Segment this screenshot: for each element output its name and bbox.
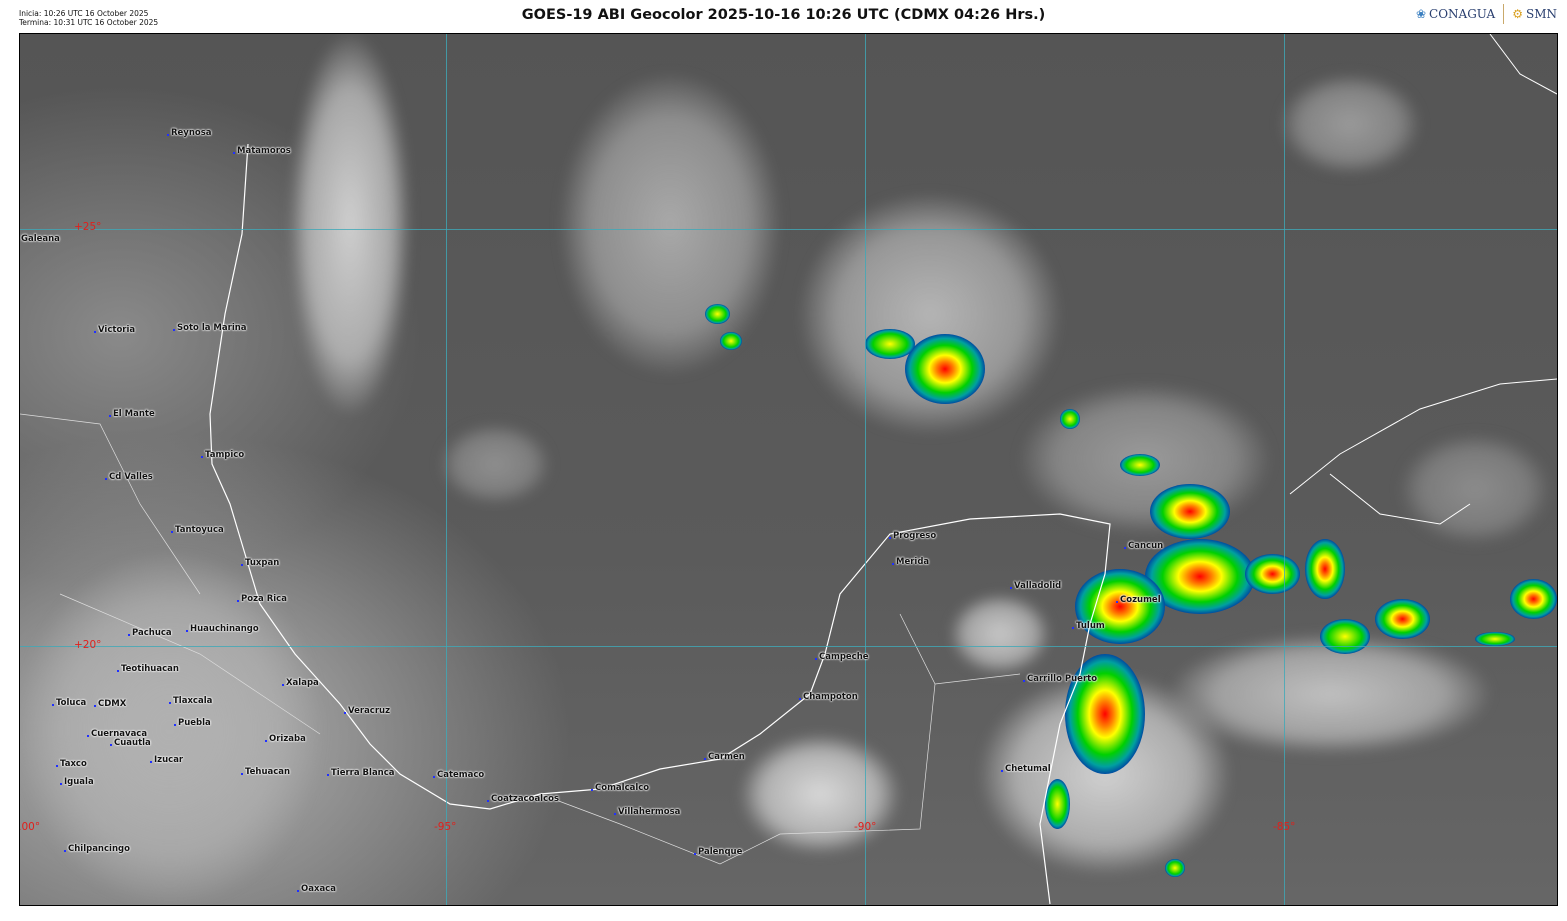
- lon-label: -95°: [434, 821, 457, 833]
- city-label: Carmen: [704, 752, 745, 762]
- city-label: Coatzacoalcos: [486, 794, 560, 804]
- lon-label: -85°: [1273, 821, 1296, 833]
- lon-label: -100°: [20, 821, 41, 833]
- convective-storm: [1165, 859, 1185, 877]
- city-label: Progreso: [888, 531, 937, 541]
- city-label: Tierra Blanca: [327, 768, 395, 778]
- city-label: Cd Valles: [105, 472, 153, 482]
- city-label: Veracruz: [343, 706, 391, 716]
- city-label: Iguala: [60, 777, 94, 787]
- city-label: Reynosa: [167, 128, 212, 138]
- city-label: Xalapa: [282, 678, 319, 688]
- cloud: [950, 594, 1050, 674]
- cloud: [1400, 434, 1550, 544]
- city-label: Comalcalco: [590, 783, 650, 793]
- satellite-map[interactable]: +25° +20° -100° -95° -90° -85° Reynosa Ma…: [19, 33, 1558, 906]
- city-label: Galeana: [21, 234, 60, 244]
- city-label: Puebla: [174, 718, 211, 728]
- city-label: Cuautla: [110, 738, 151, 748]
- convective-storm: [1150, 484, 1230, 539]
- city-label: Oaxaca: [297, 884, 336, 894]
- city-label: Toluca: [51, 698, 87, 708]
- cloud: [20, 554, 320, 904]
- city-label: CDMX: [93, 699, 127, 709]
- city-label: Cuernavaca: [86, 729, 148, 739]
- gridline-20n: [20, 646, 1557, 647]
- gridline-90w: [865, 34, 866, 905]
- page-title: GOES-19 ABI Geocolor 2025-10-16 10:26 UT…: [521, 7, 1046, 23]
- lat-label: +20°: [74, 639, 102, 651]
- city-label: Chetumal: [1001, 764, 1051, 774]
- city-label: Huauchinango: [186, 624, 259, 634]
- city-label: Orizaba: [265, 734, 306, 744]
- city-label: Cancun: [1123, 541, 1164, 551]
- logo-divider: [1503, 4, 1505, 24]
- city-label: Campeche: [815, 652, 869, 662]
- city-label: Victoria: [93, 325, 136, 335]
- cloud: [1170, 634, 1490, 754]
- city-label: Poza Rica: [237, 594, 287, 604]
- convective-storm: [705, 304, 730, 324]
- city-label: Tulum: [1072, 621, 1105, 631]
- cloud: [1280, 74, 1420, 174]
- end-time: Termina: 10:31 UTC 16 October 2025: [19, 18, 159, 27]
- convective-storm: [1305, 539, 1345, 599]
- cloud: [440, 424, 550, 504]
- city-label: Catemaco: [432, 770, 485, 780]
- city-label: Teotihuacan: [117, 664, 179, 674]
- conagua-logo: ❀ CONAGUA: [1415, 7, 1496, 21]
- scan-times: Inicia: 10:26 UTC 16 October 2025 Termin…: [19, 9, 158, 27]
- convective-storm: [1120, 454, 1160, 476]
- logos: ❀ CONAGUA ⚙ SMN: [1416, 4, 1557, 24]
- convective-storm: [1060, 409, 1080, 429]
- city-label: Pachuca: [128, 628, 172, 638]
- cloud: [290, 34, 410, 414]
- cloud: [560, 74, 780, 374]
- city-label: Soto la Marina: [173, 323, 247, 333]
- city-label: Tlaxcala: [168, 696, 213, 706]
- smn-logo: ⚙ SMN: [1512, 7, 1557, 21]
- gridline-25n: [20, 229, 1557, 230]
- city-label: Palenque: [693, 847, 743, 857]
- cloud: [740, 734, 900, 854]
- coastlines: [20, 34, 1557, 905]
- convective-storm: [865, 329, 915, 359]
- lon-label: -90°: [854, 821, 877, 833]
- city-label: Valladolid: [1009, 581, 1062, 591]
- convective-storm: [1320, 619, 1370, 654]
- convective-storm: [1510, 579, 1557, 619]
- city-label: Merida: [891, 557, 930, 567]
- city-label: Tehuacan: [240, 767, 291, 777]
- city-label: Matamoros: [233, 146, 291, 156]
- city-label: El Mante: [109, 409, 155, 419]
- city-label: Taxco: [56, 759, 87, 769]
- city-label: Tampico: [200, 450, 245, 460]
- convective-storm: [1245, 554, 1300, 594]
- convective-storm: [905, 334, 985, 404]
- city-label: Champoton: [799, 692, 858, 702]
- convective-storm: [1375, 599, 1430, 639]
- gridline-95w: [446, 34, 447, 905]
- convective-storm: [1075, 569, 1165, 644]
- city-label: Cozumel: [1116, 595, 1161, 605]
- convective-storm: [1475, 632, 1515, 646]
- lat-label: +25°: [74, 221, 102, 233]
- city-label: Villahermosa: [613, 807, 681, 817]
- city-label: Chilpancingo: [64, 844, 130, 854]
- city-label: Izucar: [149, 755, 184, 765]
- gridline-85w: [1284, 34, 1285, 905]
- city-label: Carrillo Puerto: [1022, 674, 1098, 684]
- city-label: Tuxpan: [240, 558, 280, 568]
- convective-storm: [720, 332, 742, 350]
- start-time: Inicia: 10:26 UTC 16 October 2025: [19, 9, 149, 18]
- convective-storm: [1065, 654, 1145, 774]
- city-label: Tantoyuca: [171, 525, 224, 535]
- convective-storm: [1045, 779, 1070, 829]
